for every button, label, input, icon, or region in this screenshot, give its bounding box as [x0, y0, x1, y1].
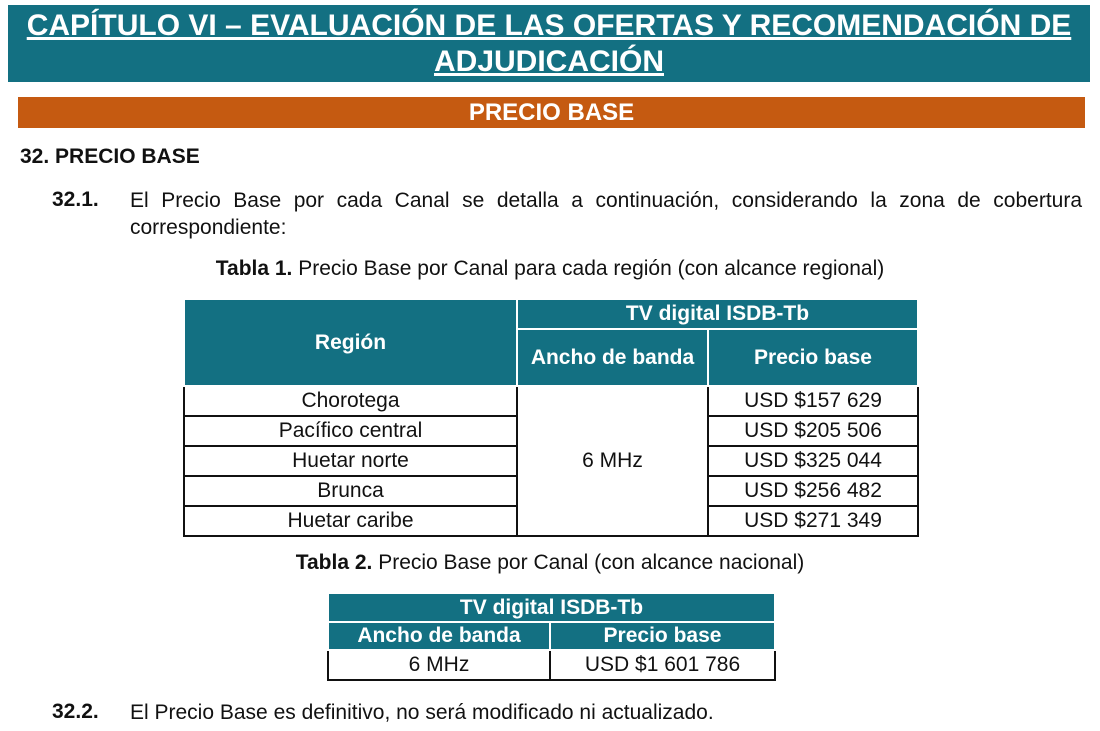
table1-caption: Tabla 1. Precio Base por Canal para cada… — [215, 257, 885, 280]
region-cell: Pacífico central — [183, 415, 518, 447]
table-row: Brunca USD $256 482 — [183, 475, 919, 507]
table-row: Chorotega 6 MHz USD $157 629 — [183, 385, 919, 537]
table-row: Pacífico central USD $205 506 — [183, 415, 919, 447]
price-cell: USD $325 044 — [707, 445, 919, 477]
header-tv-digital: TV digital ISDB-Tb — [327, 592, 776, 623]
table-row: Huetar caribe USD $271 349 — [183, 505, 919, 537]
section-heading: 32. PRECIO BASE — [20, 145, 200, 168]
table-regional-prices: Región TV digital ISDB-Tb Ancho de banda… — [183, 298, 919, 537]
table-row: 6 MHz USD $1 601 786 — [327, 649, 776, 681]
region-cell: Chorotega — [183, 385, 518, 417]
region-cell: Huetar caribe — [183, 505, 518, 537]
paragraph-number: 32.1. — [52, 188, 99, 211]
header-tv-digital: TV digital ISDB-Tb — [516, 298, 919, 330]
header-price: Precio base — [549, 621, 776, 651]
header-bandwidth: Ancho de banda — [327, 621, 551, 651]
price-cell: USD $271 349 — [707, 505, 919, 537]
bandwidth-cell: 6 MHz — [516, 385, 709, 537]
paragraph-text: El Precio Base por cada Canal se detalla… — [130, 189, 1082, 239]
section-banner: PRECIO BASE — [18, 97, 1085, 128]
price-cell: USD $256 482 — [707, 475, 919, 507]
table2-caption: Tabla 2. Precio Base por Canal (con alca… — [295, 551, 805, 574]
paragraph-text: El Precio Base es definitivo, no será mo… — [130, 701, 714, 724]
region-cell: Brunca — [183, 475, 518, 507]
chapter-title: CAPÍTULO VI – EVALUACIÓN DE LAS OFERTAS … — [8, 5, 1090, 82]
table-national-price: TV digital ISDB-Tb Ancho de banda Precio… — [327, 592, 776, 681]
price-cell: USD $157 629 — [707, 385, 919, 417]
price-cell: USD $205 506 — [707, 415, 919, 447]
header-region: Región — [183, 298, 518, 387]
table-row: Huetar norte USD $325 044 — [183, 445, 919, 477]
paragraph-number: 32.2. — [52, 700, 99, 723]
price-cell: USD $1 601 786 — [549, 649, 776, 681]
region-cell: Huetar norte — [183, 445, 518, 477]
header-bandwidth: Ancho de banda — [516, 328, 709, 387]
bandwidth-cell: 6 MHz — [327, 649, 551, 681]
header-price: Precio base — [707, 328, 919, 387]
